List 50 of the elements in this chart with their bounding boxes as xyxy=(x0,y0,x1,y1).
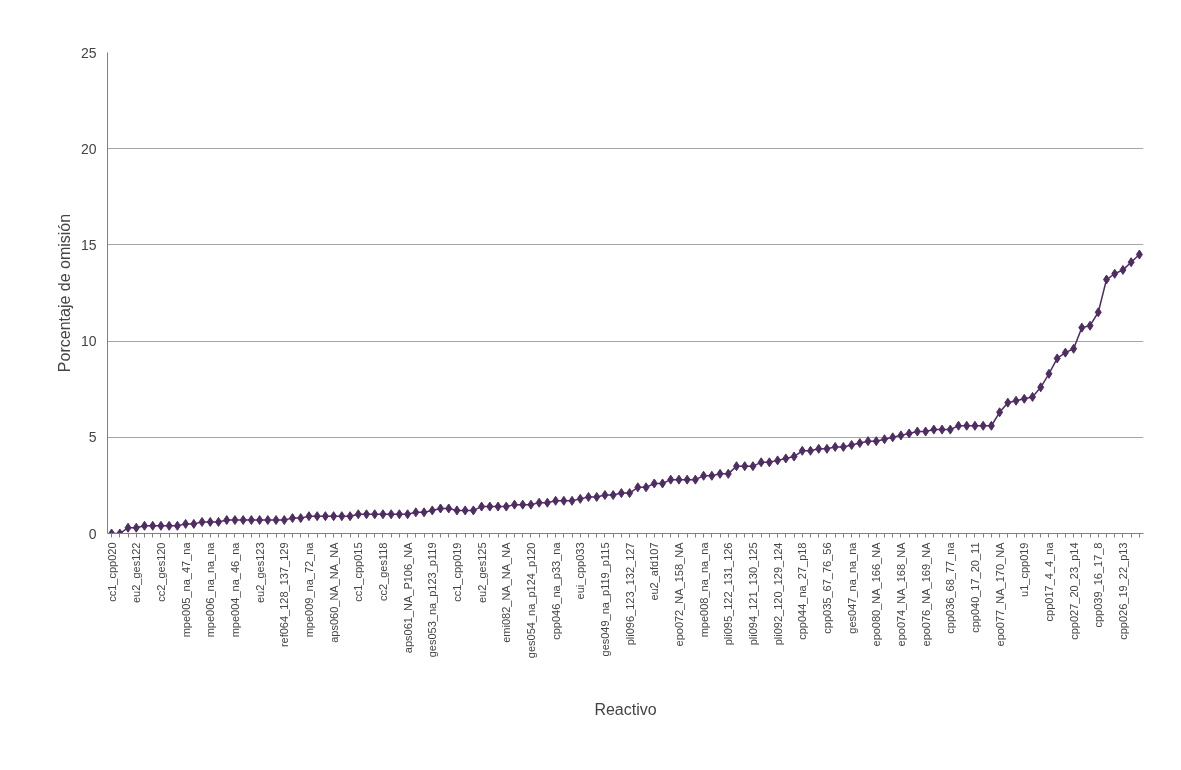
x-tick-label: ges049_na_p119_p115 xyxy=(598,542,611,657)
x-tick-label: epo080_NA_166_NA xyxy=(870,541,883,647)
x-tick-label: epo076_NA_169_NA xyxy=(919,541,932,647)
x-tick-label: cpp026_19_22_p13 xyxy=(1116,542,1129,640)
x-tick-label: mpe008_na_na_na xyxy=(697,541,710,638)
y-tick-label: 5 xyxy=(88,429,97,446)
x-tick-label: mpe005_na_47_na xyxy=(179,541,192,638)
x-tick-label: cc1_cpp020 xyxy=(105,542,118,602)
x-tick-label: pli095_122_131_126 xyxy=(722,542,735,646)
x-tick-label: pli096_123_132_127 xyxy=(623,542,636,646)
x-tick-label: eu2_afd107 xyxy=(648,542,661,601)
x-tick-label: eui_cpp033 xyxy=(574,542,587,600)
x-tick-label: pli094_121_130_125 xyxy=(746,542,759,646)
y-axis-title: Porcentaje de omisión xyxy=(55,213,73,373)
y-tick-label: 15 xyxy=(80,236,97,253)
x-tick-label: cpp044_na_27_p18 xyxy=(796,542,809,640)
x-tick-label: cpp017_4_4_na xyxy=(1042,541,1055,622)
x-tick-label: cc1_cpp019 xyxy=(450,542,463,602)
x-tick-label: cpp046_na_p33_na xyxy=(549,541,562,640)
x-tick-label: cpp035_67_76_56 xyxy=(820,542,833,634)
x-tick-label: emi082_NA_NA_NA xyxy=(500,541,513,643)
y-tick-label: 0 xyxy=(88,525,97,542)
x-tick-label: epo072_NA_158_NA xyxy=(672,541,685,647)
x-axis-title: Reactivo xyxy=(594,701,657,719)
x-tick-label: eu2_ges125 xyxy=(475,542,488,604)
x-tick-label: ges053_na_p123_p119 xyxy=(426,542,439,658)
x-tick-label: aps061_NA_P106_NA xyxy=(401,541,414,654)
x-tick-label: mpe009_na_72_na xyxy=(302,541,315,638)
y-tick-label: 20 xyxy=(80,140,97,157)
x-tick-label: ges054_na_p124_p120 xyxy=(524,542,537,659)
x-tick-label: pli092_120_129_124 xyxy=(771,542,784,646)
x-tick-label: epo074_NA_168_NA xyxy=(894,541,907,647)
x-tick-label: cpp040_17_20_11 xyxy=(968,542,981,633)
y-tick-label: 10 xyxy=(80,333,97,350)
x-tick-label: ges047_na_na_na xyxy=(845,541,858,634)
x-tick-label: aps060_NA_NA_NA xyxy=(327,541,340,643)
x-tick-label: epo077_NA_170_NA xyxy=(993,541,1006,647)
x-tick-label: eu2_ges123 xyxy=(253,542,266,604)
y-tick-label: 25 xyxy=(80,44,97,61)
x-tick-label: cc1_cpp015 xyxy=(352,542,365,602)
x-tick-label: mpe006_na_na_na xyxy=(204,541,217,638)
x-tick-label: cpp036_68_77_na xyxy=(944,541,957,634)
x-tick-label: cpp039_16_17_8 xyxy=(1092,542,1105,628)
x-tick-label: eu2_ges122 xyxy=(130,542,143,604)
x-tick-label: mpe004_na_46_na xyxy=(228,541,241,638)
x-tick-label: cc2_ges118 xyxy=(376,542,389,602)
x-tick-label: u1_cpp019 xyxy=(1018,542,1031,597)
x-tick-label: cc2_ges120 xyxy=(154,542,167,602)
x-tick-label: cpp027_20_23_p14 xyxy=(1067,542,1080,640)
x-tick-label: ref064_128_137_129 xyxy=(278,542,291,648)
